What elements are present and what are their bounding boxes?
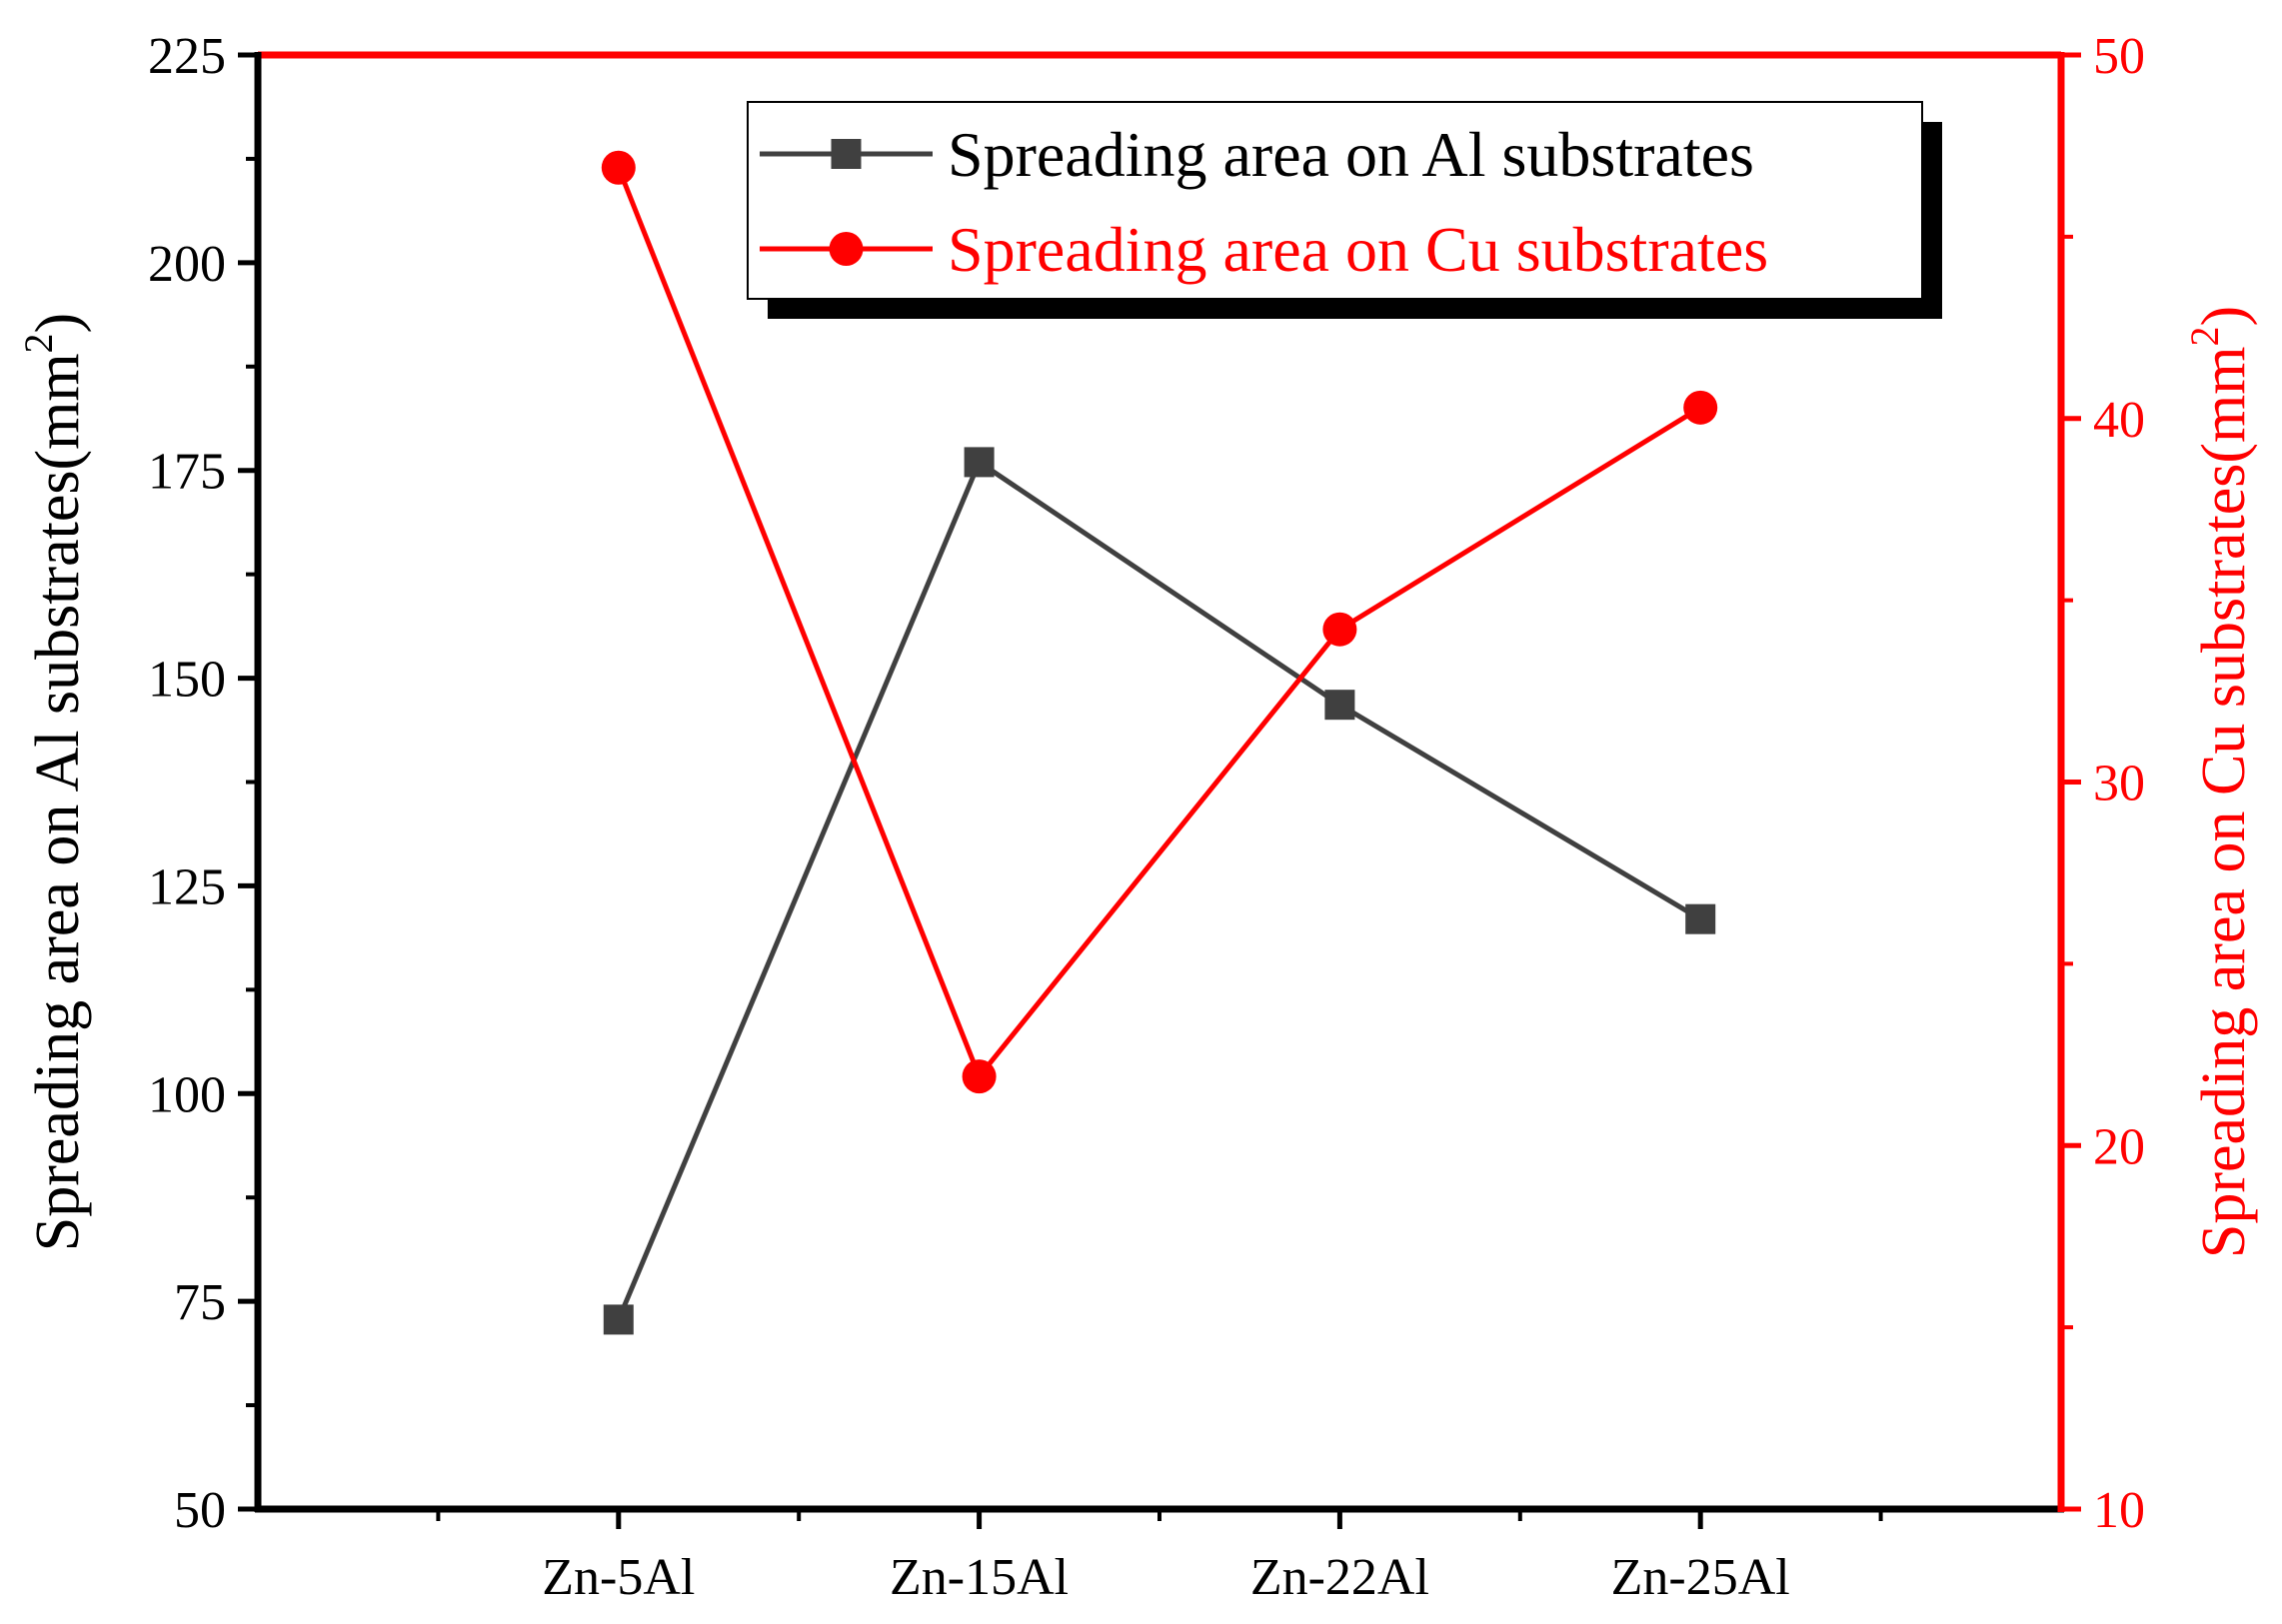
y-left-axis-title-sup: 2	[16, 333, 61, 353]
legend-label-1: Spreading area on Al substrates	[948, 119, 1754, 190]
series-line-1	[616, 458, 1702, 1321]
y-left-tick-label: 175	[148, 444, 226, 501]
x-tick-label: Zn-5Al	[542, 1549, 695, 1606]
axes: Zn-5Al Zn-15Al Zn-22Al Zn-25Al 50 75 100 125 150…	[16, 28, 2258, 1606]
x-tick-label: Zn-25Al	[1611, 1549, 1790, 1606]
y-left-tick-label: 100	[148, 1066, 226, 1123]
y-left-axis-title-main: Spreading area on Al substrates(mm	[24, 353, 92, 1251]
series-2-point	[1322, 612, 1357, 647]
y-right-tick-label: 10	[2093, 1482, 2145, 1539]
y-right-axis-title: Spreading area on Cu substrates(mm2)	[2182, 306, 2258, 1258]
series-2-point	[1683, 390, 1718, 425]
series-1-point	[603, 1304, 634, 1335]
y-left-tick-label: 150	[148, 652, 226, 709]
y-right-axis-title-text: Spreading area on Cu substrates(mm2)	[2182, 306, 2258, 1258]
y-left-tick-label: 225	[148, 28, 226, 85]
series-2-point	[962, 1059, 997, 1094]
series-line-2	[616, 166, 1702, 1082]
y-right-tick-label: 20	[2093, 1118, 2145, 1175]
y-left-tick-label: 125	[148, 858, 226, 915]
y-right-axis-title-sup: 2	[2182, 327, 2227, 347]
y-left-axis-title-text: Spreading area on Al substrates(mm2)	[16, 313, 92, 1251]
series-2-point	[601, 150, 636, 185]
y-left-tick-label: 50	[174, 1482, 226, 1539]
legend: Spreading area on Al substrates Spreading…	[747, 101, 1942, 319]
legend-swatch-marker-2	[829, 232, 864, 266]
x-tick-label: Zn-22Al	[1250, 1549, 1429, 1606]
y-left-axis-title: Spreading area on Al substrates(mm2)	[16, 313, 92, 1251]
y-left-axis-title-end: )	[24, 313, 92, 334]
series-1-point	[1685, 903, 1716, 934]
series-1-point	[964, 447, 995, 478]
x-tick-label: Zn-15Al	[890, 1549, 1069, 1606]
y-right-tick-label: 40	[2093, 392, 2145, 449]
y-right-axis-title-main: Spreading area on Cu substrates(mm	[2190, 347, 2258, 1259]
series-1-point	[1324, 690, 1355, 721]
legend-box	[747, 101, 1923, 300]
legend-label-2: Spreading area on Cu substrates	[948, 214, 1768, 285]
y-right-axis-title-end: )	[2190, 306, 2258, 327]
y-left-tick-label: 200	[148, 236, 226, 293]
series-layer	[601, 150, 1718, 1335]
legend-swatch-marker-1	[831, 139, 862, 169]
y-right-tick-label: 30	[2093, 756, 2145, 812]
y-left-tick-label: 75	[174, 1274, 226, 1331]
y-right-tick-label: 50	[2093, 28, 2145, 85]
